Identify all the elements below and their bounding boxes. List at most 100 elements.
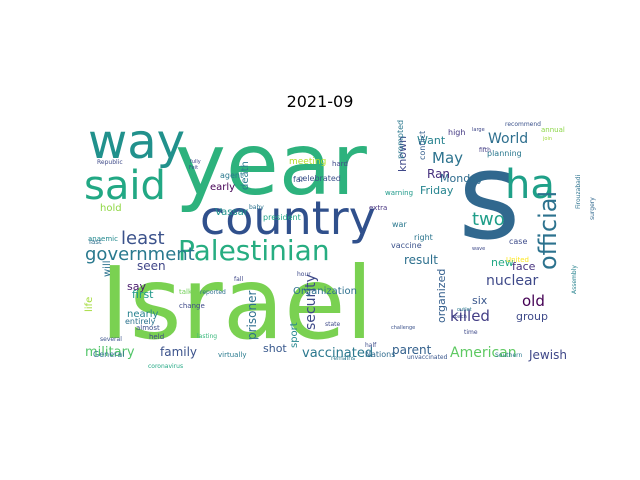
cloud-word: Want <box>417 134 446 147</box>
cloud-word: official <box>534 191 562 270</box>
cloud-word: way <box>88 114 185 170</box>
cloud-word: held <box>149 333 164 341</box>
cloud-word: year <box>175 115 368 215</box>
cloud-word: anaemic <box>88 235 118 243</box>
cloud-word: nearly <box>127 309 159 320</box>
cloud-word: Israel <box>100 245 373 362</box>
cloud-word: military <box>85 345 135 360</box>
cloud-word: group <box>516 310 548 323</box>
cloud-word: almost <box>136 324 160 332</box>
cloud-word: far <box>293 175 305 184</box>
cloud-word: agent <box>220 171 243 180</box>
cloud-word: Republic <box>97 159 123 166</box>
cloud-word: lasting <box>197 333 217 340</box>
cloud-word: country <box>200 191 376 245</box>
cloud-word: meeting <box>289 157 326 167</box>
cloud-word: Nations <box>365 350 395 359</box>
cloud-word: Monday <box>440 172 484 185</box>
cloud-word: s <box>458 128 521 267</box>
cloud-word: fall <box>234 276 243 283</box>
cloud-word: hour <box>297 271 311 278</box>
cloud-word: old <box>522 292 545 310</box>
cloud-word: state <box>325 321 341 328</box>
cloud-word: remains <box>331 355 355 362</box>
cloud-word: General <box>93 350 125 359</box>
cloud-word: conflict <box>418 131 427 160</box>
cloud-word: extra <box>369 204 387 212</box>
cloud-word: death <box>240 161 251 190</box>
figure-title: 2021-09 <box>286 92 354 111</box>
cloud-word: prompted <box>396 120 405 159</box>
cloud-word: least <box>121 228 165 249</box>
cloud-word: fifth <box>479 147 491 154</box>
cloud-word: will <box>102 260 113 277</box>
cloud-word: coronavirus <box>148 363 183 370</box>
cloud-word: Ran <box>427 167 450 181</box>
cloud-word: outlet <box>457 307 472 313</box>
cloud-word: Friday <box>420 184 454 197</box>
cloud-word: Palestinian <box>178 234 330 267</box>
cloud-word: seen <box>137 259 166 273</box>
cloud-word: hold <box>100 203 122 214</box>
cloud-word: hard <box>332 160 348 168</box>
cloud-word: planning <box>487 149 522 158</box>
cloud-word: government <box>85 244 195 265</box>
cloud-word: life <box>84 297 95 312</box>
cloud-word: Organization <box>293 286 357 297</box>
cloud-word: organized <box>435 269 448 323</box>
cloud-word: Firouzabadi <box>575 174 582 209</box>
cloud-word: ha <box>505 162 555 208</box>
cloud-word: World <box>488 131 528 147</box>
cloud-word: case <box>509 237 527 246</box>
cloud-word: vaccinated <box>302 346 373 361</box>
cloud-word: six <box>472 294 488 307</box>
cloud-word: said <box>84 163 166 209</box>
cloud-word: join <box>542 136 552 142</box>
cloud-word: reported <box>200 289 226 296</box>
cloud-word: family <box>160 345 197 359</box>
cloud-word: nuclear <box>486 273 539 289</box>
cloud-word: wave <box>472 246 485 252</box>
cloud-word: shot <box>263 342 287 355</box>
cloud-word: annual <box>541 126 565 134</box>
cloud-word: first <box>132 288 154 301</box>
cloud-word: known <box>396 136 409 172</box>
cloud-word: new <box>491 256 514 269</box>
cloud-word: coach <box>452 314 467 320</box>
cloud-word: time <box>464 329 478 336</box>
cloud-word: early <box>210 182 235 193</box>
cloud-word: unvaccinated <box>407 354 448 361</box>
cloud-word: sport <box>289 322 300 348</box>
cloud-word: Feit <box>189 165 198 171</box>
cloud-word: United <box>506 256 529 264</box>
cloud-word: change <box>179 302 205 310</box>
cloud-word: face <box>512 260 536 273</box>
cloud-word: Jewish <box>528 348 567 362</box>
cloud-word: baby <box>249 204 264 211</box>
cloud-word: several <box>100 336 122 343</box>
cloud-word: Vassar <box>215 207 249 218</box>
cloud-word: Assembly <box>571 265 578 294</box>
cloud-word: right <box>414 233 433 242</box>
cloud-word: security <box>303 274 319 330</box>
cloud-word: entirely <box>125 317 156 326</box>
cloud-word: virtually <box>218 351 246 359</box>
cloud-word: May <box>432 149 463 167</box>
cloud-word: celebrated <box>298 174 341 183</box>
cloud-word: vaccine <box>391 241 422 250</box>
cloud-word: talk <box>179 288 193 296</box>
cloud-word: recommend <box>505 121 541 128</box>
cloud-word: surgery <box>589 197 596 220</box>
cloud-word: president <box>263 213 301 222</box>
cloud-word: half <box>365 342 377 349</box>
cloud-word: last <box>89 238 102 246</box>
cloud-word: war <box>392 220 407 229</box>
cloud-word: result <box>404 253 438 267</box>
cloud-word: Southern <box>495 352 522 359</box>
cloud-word: high <box>448 128 465 137</box>
cloud-word: killed <box>450 307 490 325</box>
cloud-word: challenge <box>391 325 415 331</box>
cloud-word: warning <box>385 189 413 197</box>
cloud-word: American <box>450 345 517 361</box>
cloud-word: fully <box>190 159 201 165</box>
